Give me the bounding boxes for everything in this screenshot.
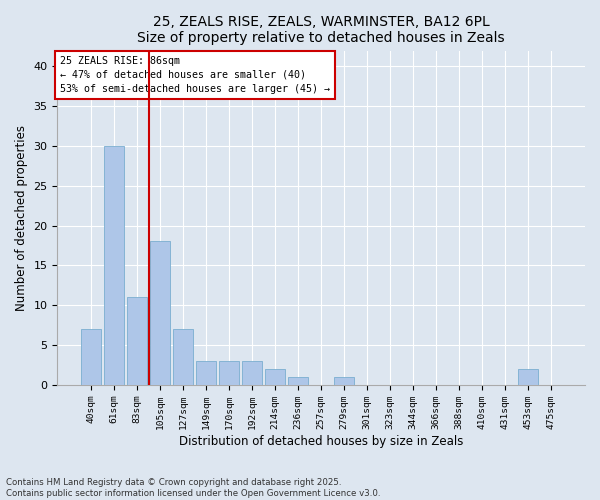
Bar (265, 369, 285, 384)
Title: 25, ZEALS RISE, ZEALS, WARMINSTER, BA12 6PL
Size of property relative to detache: 25, ZEALS RISE, ZEALS, WARMINSTER, BA12 … (137, 15, 505, 45)
Bar (334, 377, 354, 384)
X-axis label: Distribution of detached houses by size in Zeals: Distribution of detached houses by size … (179, 434, 463, 448)
Bar (151, 242, 170, 384)
Text: Contains HM Land Registry data © Crown copyright and database right 2025.
Contai: Contains HM Land Registry data © Crown c… (6, 478, 380, 498)
Bar (127, 297, 147, 384)
Bar (518, 369, 538, 384)
Bar (196, 361, 216, 384)
Bar (289, 377, 308, 384)
Bar (220, 361, 239, 384)
Bar (242, 361, 262, 384)
Text: 25 ZEALS RISE: 86sqm
← 47% of detached houses are smaller (40)
53% of semi-detac: 25 ZEALS RISE: 86sqm ← 47% of detached h… (60, 56, 330, 94)
Bar (173, 329, 193, 384)
Bar (104, 146, 124, 384)
Bar (82, 329, 101, 384)
Y-axis label: Number of detached properties: Number of detached properties (15, 124, 28, 310)
